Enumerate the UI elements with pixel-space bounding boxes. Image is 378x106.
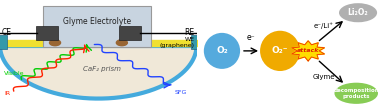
Ellipse shape — [204, 33, 240, 69]
FancyBboxPatch shape — [43, 6, 151, 47]
Text: O₂⁻: O₂⁻ — [272, 46, 288, 55]
Text: O₂: O₂ — [216, 46, 228, 55]
Text: decomposition
products: decomposition products — [333, 88, 378, 99]
Ellipse shape — [260, 31, 300, 71]
Polygon shape — [292, 41, 325, 61]
Text: CE: CE — [2, 28, 12, 37]
Text: CaF₂ prism: CaF₂ prism — [83, 66, 121, 72]
Text: RE: RE — [184, 28, 195, 37]
Text: e⁻: e⁻ — [247, 33, 255, 42]
Bar — [36, 26, 58, 40]
Bar — [191, 35, 200, 49]
Circle shape — [50, 40, 60, 46]
Bar — [0, 35, 7, 49]
Ellipse shape — [335, 83, 378, 104]
Text: e⁻/Li⁺: e⁻/Li⁺ — [314, 22, 333, 29]
Text: SFG: SFG — [175, 90, 187, 95]
Text: attack: attack — [297, 48, 319, 53]
Text: Li₂O₂: Li₂O₂ — [348, 8, 369, 17]
Circle shape — [116, 40, 127, 46]
Bar — [119, 26, 141, 40]
Text: Glyme: Glyme — [312, 74, 335, 80]
Text: IR: IR — [4, 91, 10, 96]
Polygon shape — [0, 46, 197, 99]
Ellipse shape — [339, 3, 377, 22]
Text: WE
(graphene): WE (graphene) — [160, 37, 195, 48]
Text: Glyme Electrolyte: Glyme Electrolyte — [63, 17, 132, 26]
Text: Visible: Visible — [4, 71, 25, 76]
